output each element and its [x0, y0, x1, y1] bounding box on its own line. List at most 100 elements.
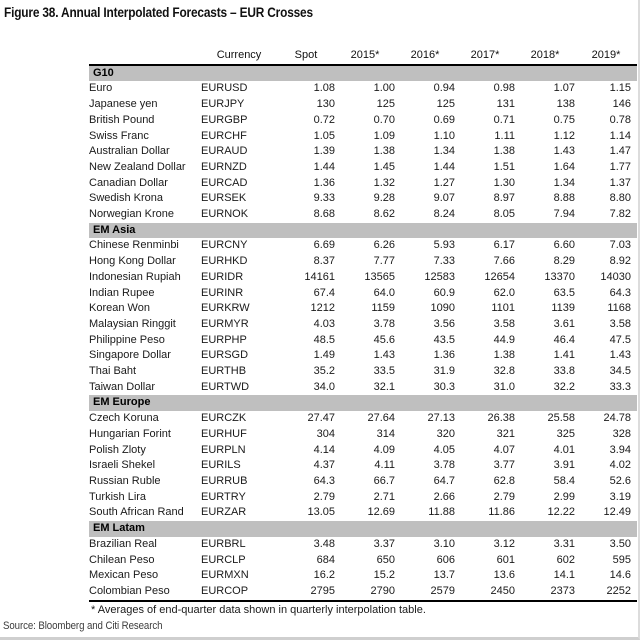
currency-code-cell: EURBRL [201, 537, 246, 550]
currency-name-cell: Euro [89, 82, 113, 95]
value-cell: 4.37 [313, 459, 335, 472]
value-cell: 32.2 [553, 380, 575, 393]
value-cell: 9.28 [373, 192, 395, 205]
value-cell: 62.8 [493, 474, 515, 487]
value-cell: 4.01 [553, 443, 575, 456]
value-cell: 8.29 [553, 255, 575, 268]
value-cell: 125 [436, 98, 455, 111]
currency-code-cell: EURZAR [201, 506, 247, 519]
value-cell: 1.34 [553, 176, 575, 189]
value-cell: 27.64 [367, 412, 395, 425]
value-cell: 602 [556, 553, 575, 566]
table-row: New Zealand Dollar EURNZD 1.44 1.45 1.44 1.51… [89, 160, 637, 176]
value-cell: 13.7 [433, 569, 455, 582]
col-header-2015: 2015* [335, 48, 395, 66]
value-cell: 595 [612, 553, 631, 566]
value-cell: 9.07 [433, 192, 455, 205]
value-cell: 60.9 [433, 286, 455, 299]
value-cell: 4.14 [313, 443, 335, 456]
source-line: Source: Bloomberg and Citi Research [3, 620, 163, 632]
value-cell: 64.3 [609, 286, 631, 299]
value-cell: 1.49 [313, 349, 335, 362]
section-label: EM Europe [89, 395, 637, 412]
value-cell: 4.05 [433, 443, 455, 456]
table-row: British Pound EURGBP 0.72 0.70 0.69 0.71 0.75 0… [89, 113, 637, 129]
col-header-spot: Spot [277, 48, 335, 66]
value-cell: 12.22 [547, 506, 575, 519]
currency-code-cell: EURPHP [201, 333, 247, 346]
value-cell: 1159 [371, 302, 395, 315]
currency-code-cell: EURKRW [201, 302, 250, 315]
currency-name-cell: Malaysian Ringgit [89, 317, 176, 330]
col-header-2016: 2016* [395, 48, 455, 66]
value-cell: 2.79 [313, 490, 335, 503]
value-cell: 2790 [370, 584, 395, 597]
value-cell: 0.70 [373, 113, 395, 126]
currency-name-cell: Czech Koruna [89, 412, 159, 425]
value-cell: 7.33 [433, 255, 455, 268]
section-header-row: G10 [89, 64, 637, 82]
value-cell: 58.4 [553, 474, 575, 487]
value-cell: 12.49 [603, 506, 631, 519]
value-cell: 32.8 [493, 365, 515, 378]
table-row: Chilean Peso EURCLP 684 650 606 601 602 595 [89, 553, 637, 569]
value-cell: 13370 [544, 270, 575, 283]
table-row: Israeli Shekel EURILS 4.37 4.11 3.78 3.77 3.91… [89, 458, 637, 474]
table-header: Currency Spot 2015* 2016* 2017* 2018* 2019* [89, 48, 637, 66]
value-cell: 1.11 [494, 129, 515, 142]
currency-code-cell: EURHKD [201, 255, 248, 268]
value-cell: 14161 [304, 270, 335, 283]
currency-name-cell: Hong Kong Dollar [89, 255, 176, 268]
value-cell: 2.99 [553, 490, 575, 503]
value-cell: 27.47 [307, 412, 335, 425]
value-cell: 3.48 [313, 537, 335, 550]
table-row: Hong Kong Dollar EURHKD 8.37 7.77 7.33 7.66 8.… [89, 254, 637, 270]
currency-code-cell: EURPLN [201, 443, 246, 456]
value-cell: 3.58 [609, 317, 631, 330]
value-cell: 3.50 [609, 537, 631, 550]
value-cell: 601 [496, 553, 515, 566]
value-cell: 44.9 [493, 333, 515, 346]
value-cell: 33.3 [609, 380, 631, 393]
col-header-currency: Currency [201, 48, 277, 66]
value-cell: 27.13 [427, 412, 455, 425]
table-row: Canadian Dollar EURCAD 1.36 1.32 1.27 1.30 1.3… [89, 176, 637, 192]
section-header-row: EM Asia [89, 222, 637, 239]
value-cell: 2.79 [493, 490, 515, 503]
currency-name-cell: Turkish Lira [89, 490, 147, 503]
value-cell: 125 [376, 98, 395, 111]
value-cell: 1.38 [493, 349, 515, 362]
table-row: Swiss Franc EURCHF 1.05 1.09 1.10 1.11 1.12 1.1… [89, 129, 637, 145]
value-cell: 684 [316, 553, 335, 566]
value-cell: 11.88 [428, 506, 455, 519]
currency-name-cell: Swedish Krona [89, 192, 163, 205]
value-cell: 1.09 [373, 129, 395, 142]
value-cell: 1.34 [433, 145, 455, 158]
value-cell: 130 [316, 98, 335, 111]
value-cell: 2579 [430, 584, 455, 597]
value-cell: 1.05 [313, 129, 335, 142]
value-cell: 64.3 [313, 474, 335, 487]
value-cell: 1168 [607, 302, 631, 315]
value-cell: 1.44 [433, 160, 455, 173]
value-cell: 4.11 [374, 459, 395, 472]
table-row: Australian Dollar EURAUD 1.39 1.38 1.34 1.38 1… [89, 144, 637, 160]
section-header-row: EM Europe [89, 395, 637, 412]
value-cell: 0.72 [313, 113, 335, 126]
currency-code-cell: EURMYR [201, 317, 249, 330]
value-cell: 0.69 [433, 113, 455, 126]
value-cell: 9.33 [313, 192, 335, 205]
section-header-row: EM Latam [89, 521, 637, 537]
value-cell: 1.00 [373, 82, 395, 95]
forecast-table-wrap: Currency Spot 2015* 2016* 2017* 2018* 2019* G1… [89, 48, 637, 618]
value-cell: 35.2 [313, 365, 335, 378]
value-cell: 8.37 [313, 255, 335, 268]
value-cell: 320 [436, 427, 455, 440]
value-cell: 13565 [364, 270, 395, 283]
value-cell: 4.09 [373, 443, 395, 456]
currency-code-cell: EURRUB [201, 474, 248, 487]
value-cell: 33.8 [553, 365, 575, 378]
currency-code-cell: EURCHF [201, 129, 247, 142]
value-cell: 1.36 [313, 176, 335, 189]
